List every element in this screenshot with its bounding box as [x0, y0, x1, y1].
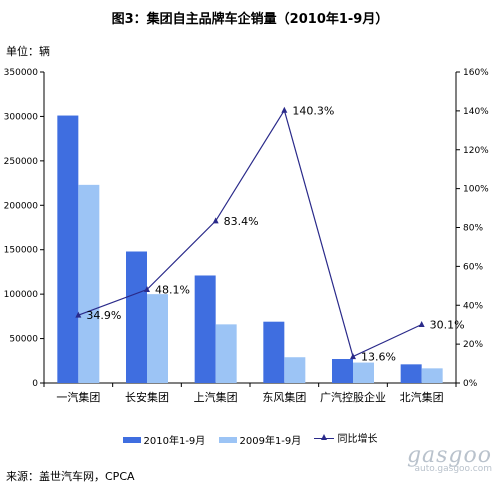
legend-label-growth: 同比增长	[337, 434, 378, 445]
bar-2009	[215, 324, 237, 383]
legend-item-2009: 2009年1-9月	[218, 432, 302, 447]
category-label: 广汽控股企业	[320, 390, 386, 404]
watermark-text: gasgoo	[406, 443, 492, 468]
left-tick-label: 200000	[4, 201, 39, 211]
right-tick-label: 100%	[463, 185, 489, 195]
bar-2009	[284, 357, 306, 383]
growth-marker	[75, 311, 82, 318]
unit-label: 单位：辆	[6, 45, 50, 58]
category-label: 长安集团	[125, 390, 169, 404]
chart-title: 图3：集团自主品牌车企销量（2010年1-9月）	[111, 12, 389, 27]
legend-line-triangle-icon	[314, 433, 335, 443]
combo-chart: 0 50000 100000 150000 200000 250000 300000 3500…	[4, 68, 490, 404]
growth-data-label: 30.1%	[430, 318, 465, 331]
right-tick-label: 40%	[463, 301, 483, 311]
legend-label-2009: 2009年1-9月	[239, 436, 302, 447]
source-note: 来源：盖世汽车网，CPCA	[6, 470, 135, 483]
growth-marker	[350, 353, 356, 360]
growth-marker	[281, 106, 288, 113]
watermark-url: auto.gasgoo.com	[414, 464, 492, 474]
right-tick-label: 160%	[463, 68, 489, 78]
legend-item-growth: 同比增长	[314, 430, 377, 445]
category-label: 东风集团	[262, 390, 306, 404]
growth-data-label: 83.4%	[224, 215, 259, 228]
legend-swatch-2009	[218, 436, 237, 443]
left-tick-label: 150000	[4, 246, 39, 256]
bar-2010	[194, 275, 216, 383]
left-tick-label: 250000	[4, 157, 39, 167]
bar-2009	[78, 184, 100, 383]
right-tick-label: 0%	[463, 379, 478, 389]
growth-data-label: 13.6%	[361, 351, 396, 364]
bar-2009	[147, 294, 168, 383]
right-tick-label: 60%	[463, 262, 483, 272]
left-tick-label: 350000	[4, 68, 39, 78]
growth-marker	[212, 217, 219, 224]
right-tick-label: 80%	[463, 224, 483, 234]
left-tick-label: 300000	[4, 112, 39, 122]
category-label: 一汽集团	[56, 390, 100, 404]
bar-2010	[332, 359, 353, 383]
right-tick-label: 120%	[463, 146, 489, 156]
bar-2010	[263, 321, 285, 383]
bar-2010	[57, 115, 79, 383]
right-tick-label: 20%	[463, 340, 483, 350]
bar-2010	[400, 364, 422, 383]
bar-2009	[421, 368, 443, 383]
legend-label-2010: 2010年1-9月	[143, 436, 206, 447]
growth-line	[78, 108, 422, 358]
growth-data-label: 34.9%	[86, 309, 121, 322]
growth-marker	[144, 286, 150, 293]
growth-data-label: 140.3%	[292, 104, 334, 117]
right-tick-label: 140%	[463, 107, 489, 117]
category-label: 上汽集团	[194, 390, 238, 404]
growth-marker	[418, 320, 425, 327]
left-tick-label: 0	[32, 379, 38, 389]
growth-data-label: 48.1%	[155, 284, 190, 297]
legend: 2010年1-9月 2009年1-9月 同比增长	[0, 430, 500, 447]
left-tick-label: 50000	[9, 335, 38, 345]
bar-2009	[353, 362, 374, 383]
bar-2010	[126, 251, 147, 383]
legend-item-2010: 2010年1-9月	[122, 432, 206, 447]
category-label: 北汽集团	[400, 390, 444, 404]
left-tick-label: 100000	[4, 290, 39, 300]
legend-swatch-2010	[122, 436, 141, 443]
gasgoo-logo: gasgoo auto.gasgoo.com	[407, 443, 492, 474]
